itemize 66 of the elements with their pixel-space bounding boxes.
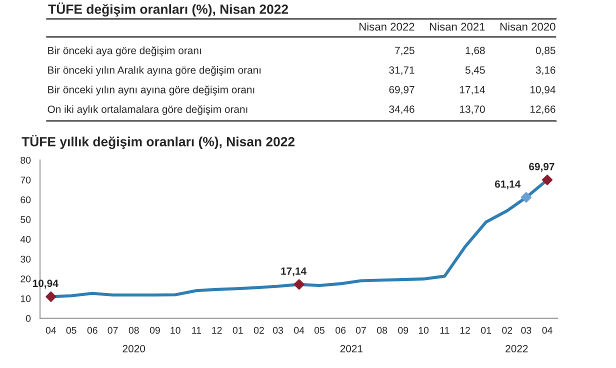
- x-tick-label: 10: [170, 326, 180, 334]
- x-tick-label: 03: [272, 326, 283, 334]
- text: 10,94: [530, 86, 556, 95]
- x-tick-label: 05: [66, 326, 76, 334]
- y-tick-label: 70: [20, 176, 31, 184]
- x-tick-label: 04: [294, 326, 304, 334]
- text: 17,14: [460, 86, 485, 95]
- y-tick-label: 40: [20, 236, 31, 243]
- category-label: On iki aylık ortalamalara göre değişim oranı: [48, 105, 248, 116]
- x-tick-label: 01: [481, 326, 492, 334]
- text: 2020: [122, 344, 146, 352]
- x-tick-label: 08: [377, 326, 388, 334]
- x-tick-label: 01: [232, 326, 243, 334]
- x-tick-label: 06: [336, 326, 346, 334]
- text: 12,66: [530, 106, 556, 114]
- x-tick-label: 02: [254, 326, 264, 334]
- annotation: 17,14: [281, 268, 307, 276]
- x-tick-label: 07: [108, 326, 118, 334]
- text: 3,16: [536, 66, 556, 75]
- x-tick-label: 12: [460, 326, 470, 334]
- x-tick-label: 08: [128, 326, 139, 334]
- text: 2022: [506, 344, 528, 352]
- category-label: Nisan 2021: [430, 22, 485, 31]
- point: [294, 279, 304, 290]
- text: 31,71: [389, 66, 414, 75]
- x-tick-label: 06: [87, 326, 98, 334]
- point: [520, 192, 532, 203]
- y-tick-label: 80: [20, 156, 31, 164]
- x-tick-label: 12: [212, 326, 222, 334]
- category-label: Bir önceki aya göre değişim oranı: [48, 46, 201, 56]
- x-tick-label: 09: [150, 326, 160, 334]
- x-tick-label: 05: [314, 326, 324, 334]
- x-tick-label: 02: [502, 326, 512, 334]
- y-tick-label: 0: [26, 315, 31, 322]
- text: TÜFE değişim oranları (%), Nisan 2022: [48, 2, 288, 17]
- chart-title: TÜFE yıllık değişim oranları (%), Nisan 2022: [22, 134, 295, 150]
- category-label: Nisan 2022: [360, 22, 414, 31]
- category-label: Bir önceki yılın aynı ayına göre değişim oranı: [48, 86, 254, 96]
- x-tick-label: 07: [356, 326, 366, 334]
- text: 5,45: [465, 66, 485, 75]
- annotation: 69,97: [529, 162, 554, 172]
- text: 1,68: [466, 46, 485, 56]
- point: [542, 174, 553, 186]
- y-tick-label: 50: [20, 216, 31, 224]
- text: 2021: [340, 344, 363, 352]
- x-tick-label: 09: [398, 326, 408, 334]
- text: 0,85: [536, 46, 556, 56]
- x-tick-label: 10: [418, 326, 429, 334]
- category-label: Bir önceki yılın Aralık ayına göre değişim oranı: [48, 66, 261, 76]
- text: 13,70: [460, 106, 485, 114]
- y-tick-label: 60: [20, 196, 31, 204]
- category-label: Nisan 2020: [500, 22, 556, 31]
- text: 7,25: [395, 46, 414, 56]
- x-tick-label: 04: [542, 326, 552, 334]
- y-tick-label: 10: [20, 295, 31, 302]
- annotation: 10,94: [32, 280, 58, 289]
- text: 69,97: [389, 86, 414, 95]
- x-tick-label: 11: [192, 327, 201, 334]
- annotation: 61,14: [494, 180, 521, 190]
- x-tick-label: 04: [46, 326, 56, 334]
- x-tick-label: 11: [440, 327, 450, 334]
- x-tick-label: 03: [521, 326, 532, 334]
- y-tick-label: 20: [20, 275, 31, 282]
- point: [46, 291, 56, 302]
- y-tick-label: 30: [20, 256, 31, 263]
- text: 34,46: [389, 106, 414, 114]
